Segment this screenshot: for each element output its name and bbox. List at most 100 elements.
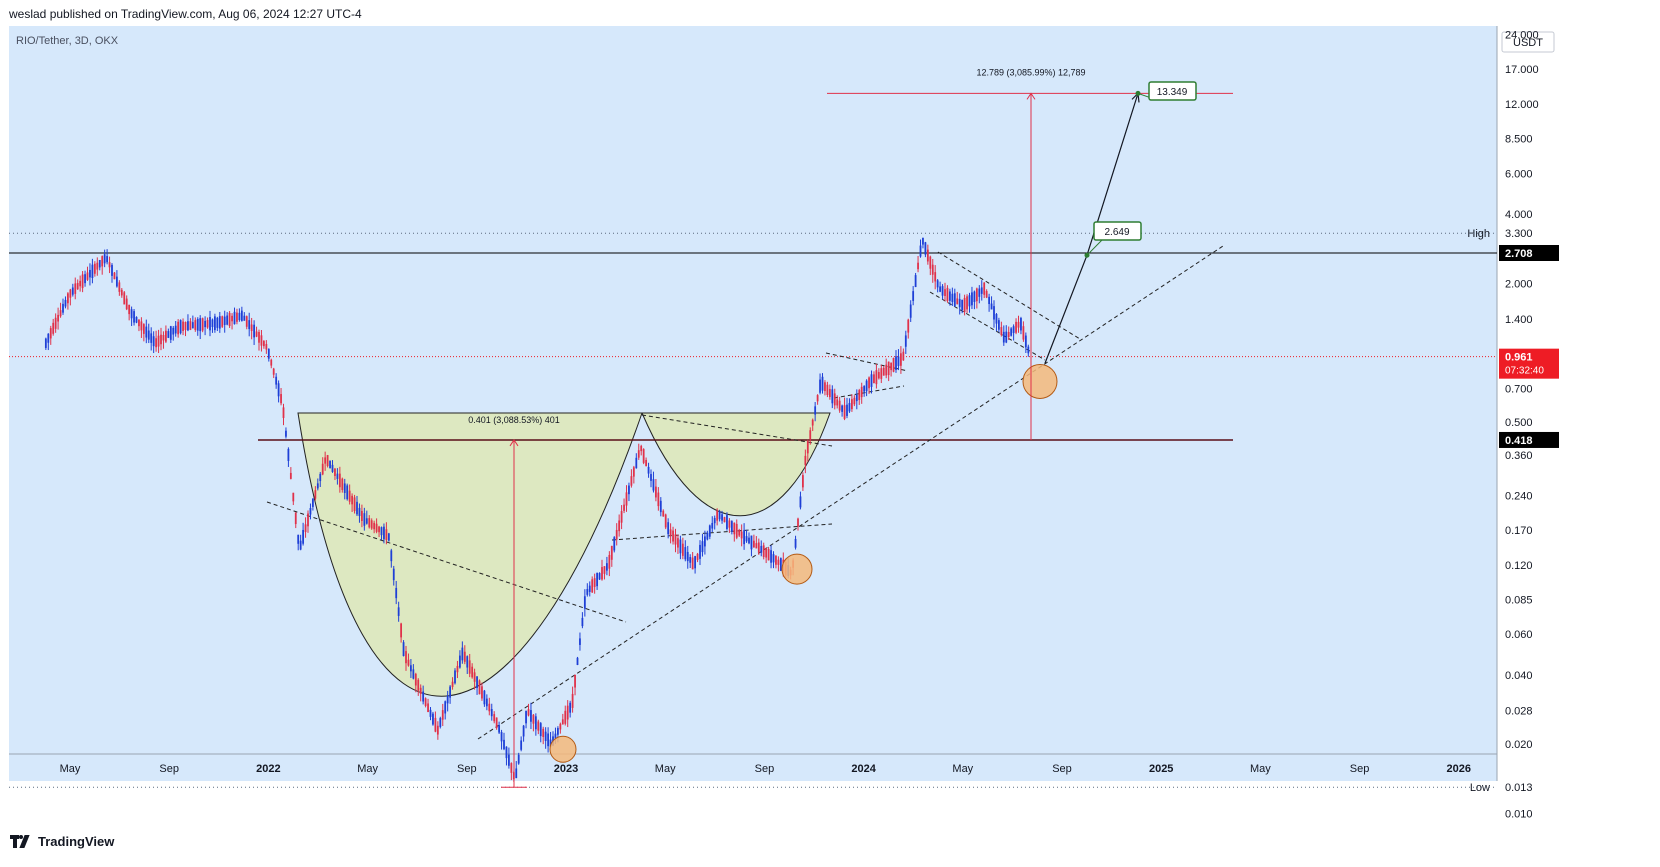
candle bbox=[236, 308, 238, 325]
candle bbox=[652, 471, 655, 493]
currency-badge[interactable]: USDT bbox=[1501, 31, 1555, 53]
candle bbox=[708, 524, 711, 540]
price-tick-label: 0.028 bbox=[1505, 705, 1533, 717]
candle-body bbox=[743, 530, 746, 545]
candle bbox=[228, 310, 231, 328]
candle-body bbox=[304, 524, 307, 533]
time-axis-panel bbox=[9, 754, 1497, 781]
candle-body bbox=[255, 331, 258, 337]
candle-body bbox=[265, 343, 268, 350]
candle bbox=[62, 298, 64, 315]
annotation-layer: 0.401 (3,088.53%) 401 12.789 (3,085.99%) … bbox=[468, 67, 1197, 788]
candle-body bbox=[995, 314, 998, 324]
candle-body bbox=[882, 367, 885, 376]
candle bbox=[586, 583, 589, 597]
candle bbox=[689, 554, 692, 568]
candle-body bbox=[880, 368, 883, 379]
candle-body bbox=[397, 607, 400, 616]
candle bbox=[701, 534, 704, 557]
candle bbox=[167, 328, 170, 339]
candle bbox=[250, 317, 253, 340]
candle bbox=[699, 540, 701, 566]
candle bbox=[473, 668, 476, 690]
candle-body bbox=[194, 320, 197, 330]
candle-body bbox=[1015, 321, 1017, 333]
candle bbox=[321, 457, 324, 476]
candle bbox=[655, 478, 657, 502]
candle-body bbox=[691, 557, 694, 570]
candle-body bbox=[953, 293, 956, 307]
candle-body bbox=[172, 327, 175, 335]
candle-body bbox=[561, 719, 564, 725]
candle bbox=[993, 300, 995, 328]
target-callout-2649[interactable]: 2.649 bbox=[1084, 221, 1142, 258]
candle-body bbox=[451, 681, 454, 687]
candle-body bbox=[571, 693, 574, 708]
candle bbox=[245, 315, 248, 330]
candle bbox=[54, 313, 57, 333]
candle-body bbox=[307, 513, 309, 527]
candle-body bbox=[498, 725, 501, 733]
candle-body bbox=[628, 485, 630, 495]
candle bbox=[610, 545, 613, 567]
target-callout-13349[interactable]: 13.349 bbox=[1135, 81, 1197, 101]
candle-body bbox=[263, 341, 265, 347]
candle bbox=[184, 321, 187, 337]
candle-body bbox=[478, 680, 481, 695]
candle bbox=[277, 380, 280, 403]
candle bbox=[138, 319, 140, 332]
candle-body bbox=[706, 532, 709, 540]
candle bbox=[309, 503, 312, 520]
candle-body bbox=[441, 710, 444, 720]
candle bbox=[657, 487, 660, 511]
candle-body bbox=[723, 517, 726, 523]
candle-body bbox=[1027, 346, 1030, 354]
candle-body bbox=[704, 536, 706, 547]
candle bbox=[630, 469, 633, 488]
cup-depth-label: 0.401 (3,088.53%) 401 bbox=[468, 415, 560, 425]
candle bbox=[199, 315, 202, 340]
candle-body bbox=[640, 445, 643, 452]
candle-body bbox=[133, 311, 135, 323]
candle-body bbox=[365, 518, 368, 524]
candle-body bbox=[231, 315, 233, 322]
candle-body bbox=[199, 318, 202, 332]
candle bbox=[385, 522, 388, 545]
candle-body bbox=[922, 237, 924, 245]
candle-body bbox=[848, 402, 851, 412]
candle bbox=[779, 557, 782, 572]
candle-body bbox=[956, 298, 959, 305]
price-tick-label: 0.170 bbox=[1505, 525, 1533, 537]
candle-body bbox=[659, 500, 662, 513]
candle-body bbox=[652, 479, 655, 491]
current-price-tag: 0.961 07:32:40 bbox=[1499, 348, 1559, 379]
candle bbox=[875, 363, 878, 389]
candle-body bbox=[657, 492, 660, 507]
candle bbox=[973, 290, 976, 310]
candle-body bbox=[429, 709, 432, 717]
candle-body bbox=[321, 463, 324, 475]
candle bbox=[98, 259, 101, 271]
candle bbox=[451, 677, 454, 690]
candle-body bbox=[701, 541, 704, 553]
candle-body bbox=[351, 495, 354, 505]
candle-body bbox=[520, 740, 523, 750]
candle-body bbox=[591, 579, 594, 593]
candle bbox=[566, 700, 569, 728]
candle bbox=[155, 330, 158, 352]
descending-trendline-1 bbox=[266, 501, 627, 623]
target-projection-arrow bbox=[1026, 92, 1036, 100]
candle bbox=[410, 658, 412, 678]
candle-body bbox=[713, 517, 716, 524]
candle bbox=[209, 310, 211, 337]
candle bbox=[804, 449, 807, 474]
candle-body bbox=[601, 567, 603, 580]
candle bbox=[735, 519, 738, 540]
candle-body bbox=[338, 473, 341, 488]
publish-info: weslad published on TradingView.com, Aug… bbox=[9, 7, 362, 21]
candle-body bbox=[826, 384, 829, 396]
candle-body bbox=[951, 293, 954, 302]
candle-body bbox=[400, 623, 403, 638]
